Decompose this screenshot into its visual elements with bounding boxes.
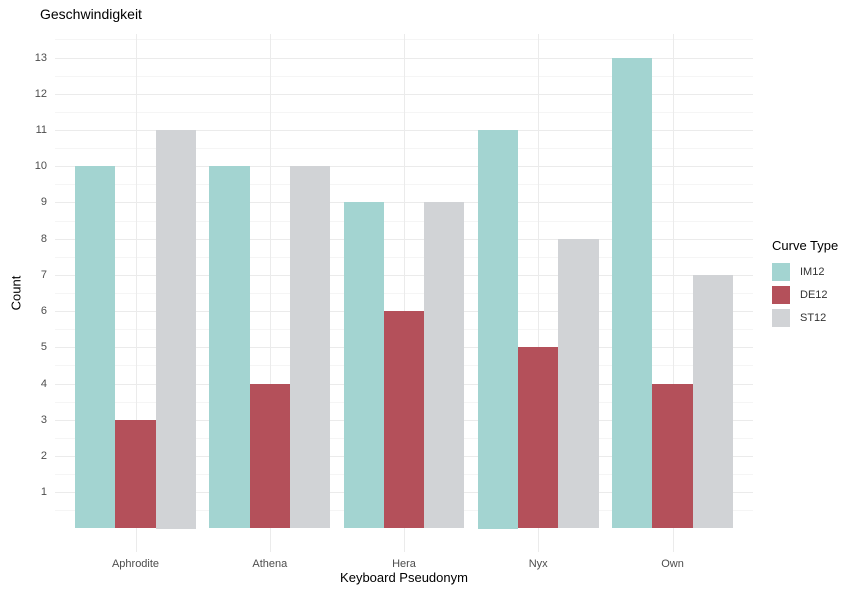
y-tick-label: 8 xyxy=(40,232,47,245)
bar-de12-nyx xyxy=(518,347,559,529)
legend-key-swatch xyxy=(772,263,790,281)
x-tick-label: Hera xyxy=(392,558,416,570)
y-axis-title: Count xyxy=(8,275,24,311)
bar-im12-athena xyxy=(209,166,250,529)
gridline-vertical xyxy=(135,34,137,552)
bar-st12-athena xyxy=(289,166,331,529)
gridline-vertical xyxy=(269,34,271,552)
y-tick-label: 13 xyxy=(34,51,47,64)
y-tick-label: 1 xyxy=(40,486,47,499)
bar-st12-hera xyxy=(424,202,465,529)
x-axis-title: Keyboard Pseudonym xyxy=(340,570,468,585)
chart-title: Geschwindigkeit xyxy=(40,6,142,22)
gridline-vertical xyxy=(672,34,674,552)
bar-st12-nyx xyxy=(558,238,599,529)
bar-de12-athena xyxy=(249,383,290,529)
legend-item-label: IM12 xyxy=(800,266,825,278)
bar-im12-nyx xyxy=(477,130,519,529)
y-tick-label: 10 xyxy=(34,160,47,173)
plot-panel xyxy=(55,34,753,552)
y-tick-label: 3 xyxy=(40,413,47,426)
x-tick-label: Aphrodite xyxy=(111,558,160,570)
bar-st12-aphrodite xyxy=(155,130,196,529)
x-tick-label: Nyx xyxy=(528,558,548,570)
y-tick-label: 6 xyxy=(40,305,47,318)
bar-im12-aphrodite xyxy=(75,166,116,529)
legend: Curve Type IM12 DE12 ST12 xyxy=(772,238,838,332)
y-tick-label: 4 xyxy=(40,377,47,390)
legend-item-im12: IM12 xyxy=(772,263,838,281)
y-tick-label: 2 xyxy=(40,450,47,462)
gridline-vertical xyxy=(404,34,405,552)
bar-de12-own xyxy=(652,383,693,529)
legend-key-swatch xyxy=(772,309,790,327)
x-tick-label: Own xyxy=(661,558,684,570)
legend-key-swatch xyxy=(772,286,790,304)
bar-im12-hera xyxy=(343,202,384,529)
legend-item-label: DE12 xyxy=(800,289,828,301)
legend-items: IM12 DE12 ST12 xyxy=(772,263,838,327)
gridline-vertical xyxy=(538,34,540,552)
y-tick-label: 5 xyxy=(40,341,47,354)
bar-st12-own xyxy=(692,274,733,529)
bar-de12-aphrodite xyxy=(115,419,156,529)
y-tick-label: 9 xyxy=(40,196,47,209)
legend-item-st12: ST12 xyxy=(772,309,838,327)
bar-de12-hera xyxy=(383,311,425,529)
legend-item-de12: DE12 xyxy=(772,286,838,304)
bar-im12-own xyxy=(612,57,653,529)
x-tick-label: Athena xyxy=(252,558,288,570)
legend-item-label: ST12 xyxy=(800,312,827,324)
legend-title: Curve Type xyxy=(772,238,839,253)
y-tick-label: 7 xyxy=(40,268,47,281)
y-tick-label: 12 xyxy=(34,87,47,100)
y-tick-label: 11 xyxy=(35,124,47,136)
